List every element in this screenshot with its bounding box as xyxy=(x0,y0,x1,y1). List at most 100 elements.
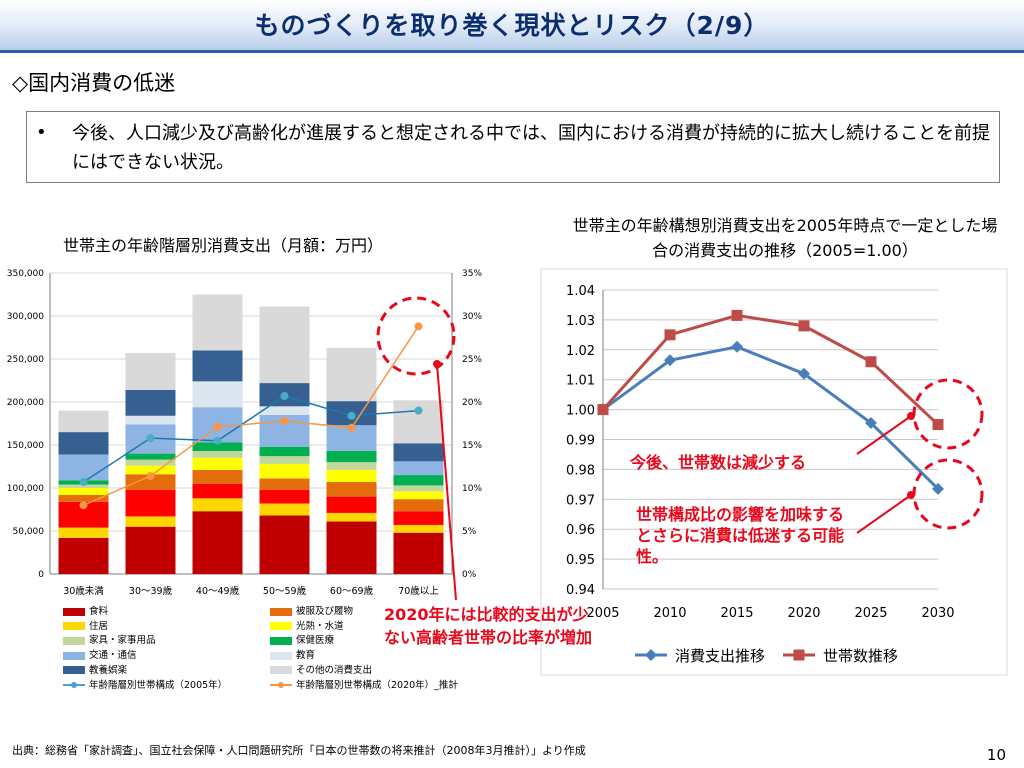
x-tick-label: 70歳以上 xyxy=(398,585,439,597)
line-chart: 0.94 0.95 0.96 0.97 0.98 0.99 1.00 1.01 1.02 1.03… xyxy=(540,268,1008,676)
bar-segment xyxy=(58,432,109,455)
legend-label: 保健医療 xyxy=(296,635,335,647)
share-point xyxy=(414,322,423,331)
x-tick-label: 30〜39歳 xyxy=(129,585,173,597)
bar-segment xyxy=(58,488,109,495)
annotation-composition-effect: 世帯構成比の影響を加味するとさらに消費は低迷する可能性。 xyxy=(636,505,845,566)
bar-segment xyxy=(259,463,310,479)
bar-segment xyxy=(259,503,310,516)
legend-item: 家具・家事用品 xyxy=(63,632,156,647)
bar-segment xyxy=(125,459,176,466)
legend-label: 消費支出推移 xyxy=(675,647,765,665)
title-bar xyxy=(0,0,1024,53)
bar-segment xyxy=(393,524,444,533)
chart1-title: 世帯主の年齢階層別消費支出（月額：万円） xyxy=(63,236,384,255)
bar-segment xyxy=(125,516,176,527)
bar-segment xyxy=(58,527,109,538)
legend-label: 家具・家事用品 xyxy=(89,635,156,647)
legend-item: 食料 xyxy=(63,603,109,617)
x-tick-label: 2020 xyxy=(787,606,820,621)
y-tick-label: 1.02 xyxy=(566,344,595,359)
y-tick-label: 1.03 xyxy=(566,314,595,329)
share-point xyxy=(79,477,88,486)
y-tick-label: 0.98 xyxy=(566,463,595,478)
annotation-elderly-increase: 2020年には比較的支出が少ない高齢者世帯の比率が増加 xyxy=(384,605,593,647)
y2-tick-label: 35% xyxy=(462,269,482,279)
bar-segment xyxy=(58,537,109,574)
y-tick-label: 1.01 xyxy=(566,374,595,389)
bar-segment xyxy=(125,474,176,490)
y-tick-label: 0.94 xyxy=(566,583,595,598)
page-title: ものづくりを取り巻く現状とリスク（2/9） xyxy=(254,11,770,40)
bar-segment xyxy=(192,350,243,382)
x-tick-label: 50〜59歳 xyxy=(263,585,307,597)
x-tick-label: 2010 xyxy=(653,606,686,621)
x-tick-label: 2005 xyxy=(586,606,619,621)
legend-item: 教養娯楽 xyxy=(63,662,127,676)
bar-segment xyxy=(393,511,444,525)
bar-segment xyxy=(259,489,310,504)
legend-label: その他の消費支出 xyxy=(296,664,373,676)
square-marker xyxy=(664,329,676,341)
legend-label: 食料 xyxy=(89,606,109,617)
y-tick-label: 0.99 xyxy=(566,434,595,449)
bar-segment xyxy=(192,483,243,499)
bar-segment xyxy=(192,469,243,484)
y-tick-label: 300,000 xyxy=(7,312,44,322)
diamond-marker xyxy=(798,367,810,380)
legend-label: 世帯数推移 xyxy=(823,647,898,665)
square-marker xyxy=(865,356,877,368)
bar-segment xyxy=(125,389,176,416)
share-point xyxy=(79,501,88,510)
y-tick-label: 100,000 xyxy=(7,484,44,494)
bar-segment xyxy=(326,496,377,513)
bar-segment xyxy=(192,294,243,351)
x-tick-label: 2015 xyxy=(720,606,753,621)
x-tick-label: 2030 xyxy=(921,606,954,621)
legend-swatch xyxy=(270,607,292,616)
x-tick-label: 2025 xyxy=(854,606,887,621)
bar-segment xyxy=(326,462,377,470)
share-point xyxy=(347,411,356,420)
square-marker xyxy=(932,419,944,431)
bullet-box xyxy=(26,111,1000,183)
bar-segment xyxy=(326,347,377,402)
bar-segment xyxy=(259,478,310,490)
bar-segment xyxy=(259,406,310,415)
bar-segment xyxy=(125,453,176,460)
bar-segment xyxy=(259,446,310,457)
legend-item: 被服及び履物 xyxy=(270,603,353,617)
y-tick-label: 150,000 xyxy=(7,441,44,451)
bar-segment xyxy=(326,451,377,463)
bar-segment xyxy=(326,469,377,482)
bar-segment xyxy=(326,512,377,522)
y2-tick-label: 25% xyxy=(462,355,482,365)
share-line xyxy=(83,395,419,483)
series-line xyxy=(601,313,940,426)
bar-segment xyxy=(125,526,176,574)
square-marker xyxy=(798,320,810,332)
legend-item: 年齢階層別世帯構成（2005年） xyxy=(63,677,227,691)
y2-tick-label: 5% xyxy=(462,527,477,537)
bar-segment xyxy=(259,515,310,574)
legend-label: 交通・通信 xyxy=(89,650,137,662)
bar-segment xyxy=(259,456,310,464)
y-tick-label: 0.95 xyxy=(566,553,595,568)
legend-label: 教育 xyxy=(296,650,316,662)
legend-swatch xyxy=(63,607,85,616)
y2-tick-label: 15% xyxy=(462,441,482,451)
bar-segment xyxy=(192,451,243,458)
y-tick-label: 250,000 xyxy=(7,355,44,365)
legend-line-marker xyxy=(63,681,85,689)
annotation-households-decrease: 今後、世帯数は減少する xyxy=(630,453,807,472)
bar-segment xyxy=(393,491,444,500)
bar-segment xyxy=(58,454,109,481)
bar-segment xyxy=(58,494,109,502)
bar-segment xyxy=(192,457,243,470)
legend-swatch xyxy=(63,622,85,631)
legend-label: 年齢階層別世帯構成（2020年）_推計 xyxy=(296,679,458,691)
legend-swatch xyxy=(270,636,292,645)
y-tick-label: 50,000 xyxy=(13,527,45,537)
legend-swatch xyxy=(63,636,85,645)
legend-marker xyxy=(793,649,805,661)
